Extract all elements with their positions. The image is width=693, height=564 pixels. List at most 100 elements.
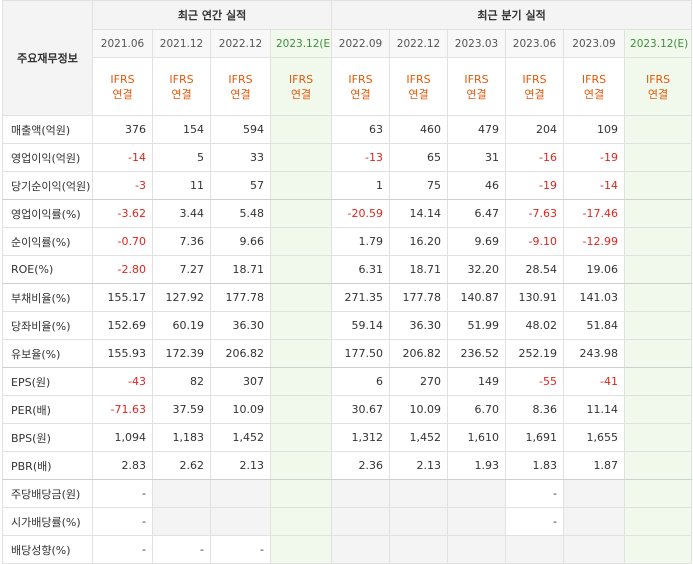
value-cell: 2.36 [331, 451, 391, 480]
value-cell [624, 255, 693, 284]
value-cell: 36.30 [210, 311, 271, 340]
value-cell [269, 535, 333, 564]
value-cell [624, 143, 693, 172]
value-cell: 60.19 [152, 311, 211, 340]
value-cell: 155.93 [92, 339, 153, 368]
value-cell [624, 535, 693, 564]
period-header: 2023.06 [505, 29, 565, 58]
value-cell [269, 367, 333, 396]
value-cell: 1,094 [92, 423, 153, 452]
value-cell [269, 339, 333, 368]
row-label: 영업이익률(%) [2, 199, 93, 228]
table-row: 매출액(억원) 376 154 594 63 460 479 204 109 [2, 115, 693, 144]
value-cell: 155.17 [92, 283, 153, 312]
value-cell: 5.48 [210, 199, 271, 228]
basis-consolidation: 연결 [647, 87, 669, 101]
value-cell [624, 199, 693, 228]
value-cell [389, 479, 449, 508]
value-cell: 36.30 [389, 311, 449, 340]
value-cell [624, 367, 693, 396]
basis-consolidation: 연결 [171, 87, 192, 101]
value-cell [624, 283, 693, 312]
value-cell: 75 [389, 171, 449, 200]
value-cell: 8.36 [505, 395, 565, 424]
value-cell [389, 507, 449, 536]
row-label: 주당배당금(원) [2, 479, 93, 508]
basis-header: IFRS 연결 [505, 57, 565, 116]
basis-standard: IFRS [581, 72, 607, 86]
value-cell: -3.62 [92, 199, 153, 228]
value-cell: 127.92 [152, 283, 211, 312]
value-cell [269, 479, 333, 508]
value-cell: 1,312 [331, 423, 391, 452]
quarter-title: 최근 분기 실적 [331, 0, 693, 30]
value-cell [624, 115, 693, 144]
value-cell [447, 535, 507, 564]
row-label: PER(배) [2, 395, 93, 424]
value-cell: -20.59 [331, 199, 391, 228]
value-cell: 594 [210, 115, 271, 144]
value-cell: 32.20 [447, 255, 507, 284]
value-cell: 6 [331, 367, 391, 396]
value-cell: 6.47 [447, 199, 507, 228]
value-cell: 1,610 [447, 423, 507, 452]
row-label: ROE(%) [2, 255, 93, 284]
table-row: 유보율(%) 155.93 172.39 206.82 177.50 206.82 236.… [2, 339, 693, 368]
value-cell: 172.39 [152, 339, 211, 368]
value-cell: -14 [92, 143, 153, 172]
basis-header: IFRS 연결 [331, 57, 391, 116]
value-cell: 2.83 [92, 451, 153, 480]
value-cell [269, 311, 333, 340]
period-header: 2021.06 [92, 29, 153, 58]
value-cell [269, 143, 333, 172]
value-cell: 1,452 [210, 423, 271, 452]
value-cell [624, 395, 693, 424]
period-header: 2021.12 [152, 29, 211, 58]
value-cell: 149 [447, 367, 507, 396]
value-cell [505, 535, 565, 564]
value-cell: 31 [447, 143, 507, 172]
basis-consolidation: 연결 [112, 87, 133, 101]
value-cell [269, 423, 333, 452]
value-cell: -17.46 [563, 199, 626, 228]
basis-header: IFRS 연결 [92, 57, 153, 116]
value-cell [624, 339, 693, 368]
value-cell [152, 507, 211, 536]
value-cell: 30.67 [331, 395, 391, 424]
value-cell [269, 115, 333, 144]
row-label: 영업이익(억원) [2, 143, 93, 172]
value-cell [563, 507, 626, 536]
basis-standard: IFRS [406, 72, 431, 86]
value-cell: 57 [210, 171, 271, 200]
table-row: 당좌비율(%) 152.69 60.19 36.30 59.14 36.30 51.99 48… [2, 311, 693, 340]
value-cell [269, 507, 333, 536]
value-cell: 19.06 [563, 255, 626, 284]
value-cell: 51.99 [447, 311, 507, 340]
value-cell: 6.31 [331, 255, 391, 284]
value-cell: 82 [152, 367, 211, 396]
row-label: 배당성향(%) [2, 535, 93, 564]
value-cell [624, 311, 693, 340]
table-row: PER(배) -71.63 37.59 10.09 30.67 10.09 6.70 8.36… [2, 395, 693, 424]
value-cell: 51.84 [563, 311, 626, 340]
row-label: 당좌비율(%) [2, 311, 93, 340]
value-cell [269, 227, 333, 256]
value-cell: 46 [447, 171, 507, 200]
value-cell [210, 479, 271, 508]
table-row: 순이익률(%) -0.70 7.36 9.66 1.79 16.20 9.69 -9.10 -1… [2, 227, 693, 256]
basis-standard: IFRS [645, 72, 671, 86]
value-cell: 252.19 [505, 339, 565, 368]
value-cell: 206.82 [389, 339, 449, 368]
value-cell [331, 535, 391, 564]
basis-header: IFRS 연결 [447, 57, 507, 116]
value-cell [331, 479, 391, 508]
basis-header: IFRS 연결 [210, 57, 271, 116]
basis-consolidation: 연결 [230, 87, 251, 101]
value-cell [269, 255, 333, 284]
value-cell: 307 [210, 367, 271, 396]
value-cell: 1,183 [152, 423, 211, 452]
period-header: 2022.12 [389, 29, 449, 58]
value-cell [563, 479, 626, 508]
value-cell [269, 199, 333, 228]
